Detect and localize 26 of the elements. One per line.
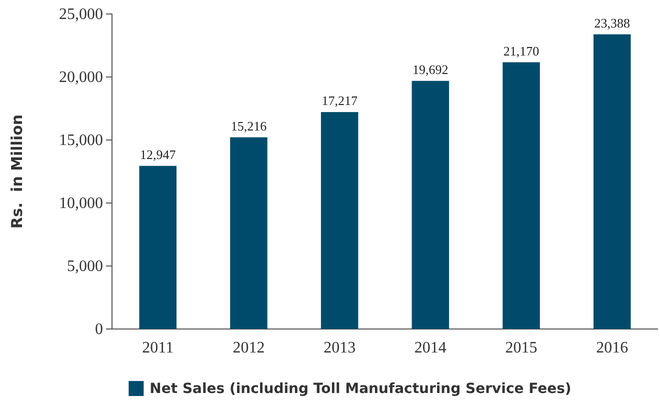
y-tick-label: 15,000 <box>59 132 103 150</box>
bar <box>593 34 631 329</box>
data-label: 15,216 <box>230 118 268 134</box>
y-tick-label: 25,000 <box>59 6 103 24</box>
x-tick-label: 2013 <box>324 339 356 356</box>
y-tick-label: 20,000 <box>59 69 103 86</box>
data-label: 23,388 <box>594 15 630 30</box>
bar <box>412 80 450 329</box>
data-label: 19,692 <box>412 62 448 77</box>
data-label: 21,170 <box>503 43 540 58</box>
legend-label: Net Sales (including Toll Manufacturing Service Fees) <box>150 381 572 397</box>
y-tick-label: 0 <box>95 321 103 338</box>
data-label: 12,947 <box>140 146 176 162</box>
y-tick-label: 10,000 <box>59 195 103 212</box>
bar <box>320 112 358 329</box>
x-tick-label: 2014 <box>414 339 446 356</box>
x-tick-label: 2011 <box>142 339 174 356</box>
data-label: 17,217 <box>322 93 358 108</box>
x-tick-label: 2012 <box>232 339 265 356</box>
bar <box>502 62 540 329</box>
y-axis-title: Rs. in Million <box>8 114 26 229</box>
bar <box>139 166 177 329</box>
bar <box>230 137 268 329</box>
x-tick-label: 2015 <box>505 339 538 356</box>
x-tick-label: 2016 <box>596 339 628 356</box>
y-tick-label: 5,000 <box>67 258 103 276</box>
